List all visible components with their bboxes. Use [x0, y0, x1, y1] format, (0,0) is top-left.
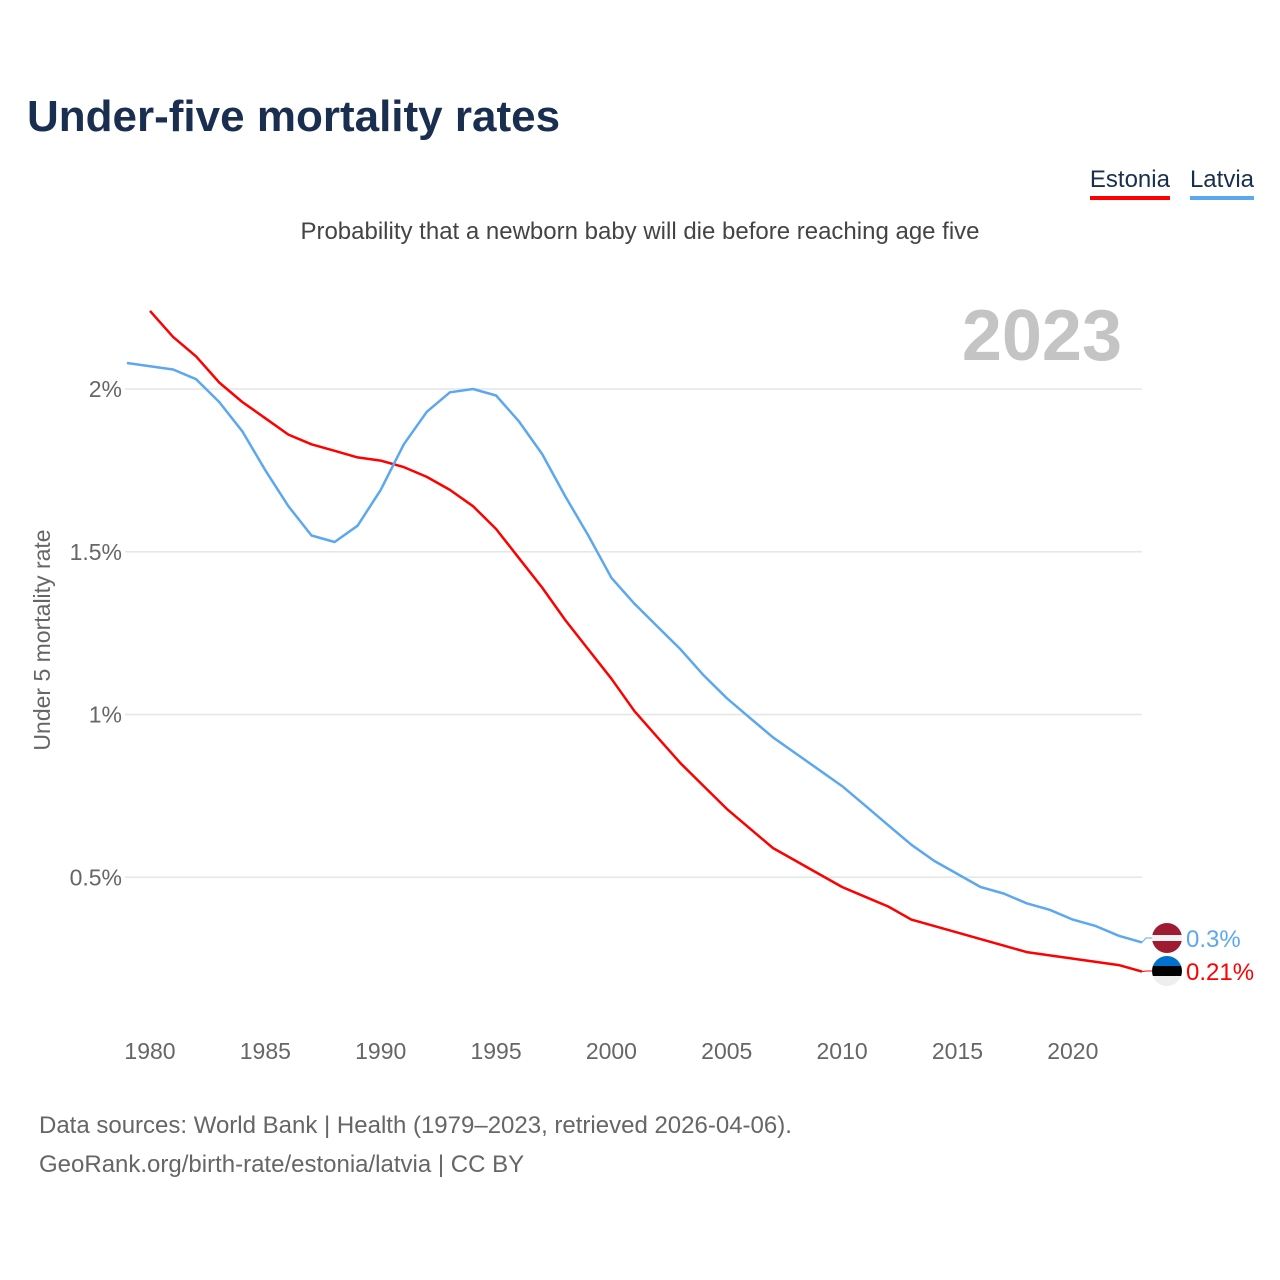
flag-latvia-icon — [1152, 923, 1182, 953]
legend-estonia[interactable]: Estonia — [1089, 166, 1170, 200]
source-note: Data sources: World Bank | Health (1979–… — [39, 1106, 792, 1184]
series-line-estonia — [149, 310, 1143, 973]
source-line-2[interactable]: GeoRank.org/birth-rate/estonia/latvia | … — [39, 1151, 525, 1178]
x-tick-label: 2015 — [932, 1038, 983, 1064]
source-line-1: Data sources: World Bank | Health (1979–… — [39, 1112, 792, 1139]
legend: Estonia Latvia — [1089, 166, 1254, 200]
y-axis-label: Under 5 mortality rate — [29, 529, 55, 750]
end-connector — [1141, 970, 1152, 973]
flag-estonia-icon — [1152, 956, 1182, 986]
x-tick-label: 1990 — [355, 1038, 406, 1064]
chart-title: Under-five mortality rates — [27, 92, 561, 141]
end-label-estonia: 0.21% — [1186, 959, 1254, 986]
x-tick-label: 2000 — [586, 1038, 637, 1064]
y-tick-label: 0.5% — [70, 864, 122, 890]
y-tick-label: 1% — [89, 702, 122, 728]
chart-subtitle: Probability that a newborn baby will die… — [300, 218, 980, 245]
y-tick-label: 1.5% — [70, 539, 122, 565]
end-connector — [1141, 937, 1152, 943]
year-label: 2023 — [962, 296, 1122, 376]
x-tick-label: 1985 — [240, 1038, 291, 1064]
x-tick-label: 2010 — [817, 1038, 868, 1064]
x-tick-label: 2020 — [1047, 1038, 1098, 1064]
x-tick-label: 1980 — [124, 1038, 175, 1064]
x-tick-label: 1995 — [470, 1038, 521, 1064]
x-tick-label: 2005 — [701, 1038, 752, 1064]
series-line-latvia — [126, 361, 1143, 944]
end-label-latvia: 0.3% — [1186, 926, 1241, 953]
y-tick-label: 2% — [89, 376, 122, 402]
legend-latvia[interactable]: Latvia — [1189, 166, 1254, 200]
